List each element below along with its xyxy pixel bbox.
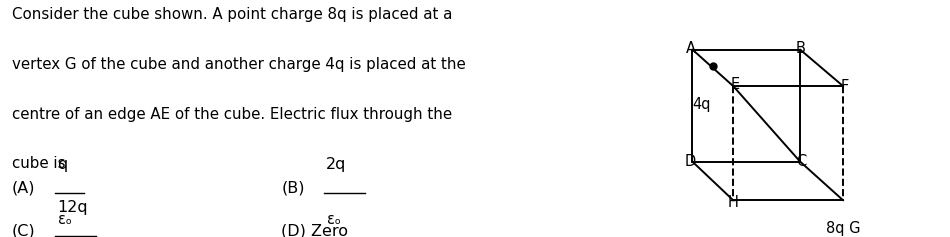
Text: vertex G of the cube and another charge 4q is placed at the: vertex G of the cube and another charge … xyxy=(12,57,466,72)
Text: Consider the cube shown. A point charge 8q is placed at a: Consider the cube shown. A point charge … xyxy=(12,7,452,22)
Text: (B): (B) xyxy=(281,181,305,196)
Text: B: B xyxy=(795,41,805,55)
Text: D: D xyxy=(685,154,696,169)
Text: cube is: cube is xyxy=(12,156,66,171)
Text: εₒ: εₒ xyxy=(58,212,72,227)
Text: 12q: 12q xyxy=(57,200,87,215)
Text: (A): (A) xyxy=(12,181,35,196)
Text: 4q: 4q xyxy=(693,97,711,112)
Text: 2q: 2q xyxy=(326,157,347,172)
Text: H: H xyxy=(728,195,739,210)
Text: A: A xyxy=(686,41,695,56)
Text: C: C xyxy=(796,154,807,169)
Text: E: E xyxy=(731,77,739,92)
Text: εₒ: εₒ xyxy=(328,212,341,227)
Text: q: q xyxy=(57,157,67,172)
Text: (D) Zero: (D) Zero xyxy=(281,223,349,237)
Text: (C): (C) xyxy=(12,223,35,237)
Text: 8q G: 8q G xyxy=(826,221,861,236)
Text: F: F xyxy=(841,79,849,94)
Text: centre of an edge AE of the cube. Electric flux through the: centre of an edge AE of the cube. Electr… xyxy=(12,107,452,122)
